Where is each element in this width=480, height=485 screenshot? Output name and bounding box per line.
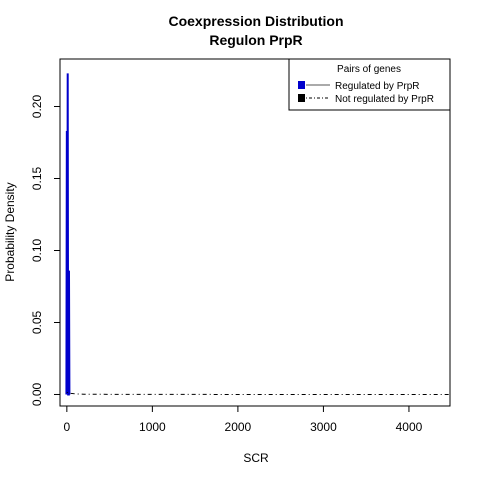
y-tick-label: 0.15 xyxy=(30,167,44,191)
legend-entry-label: Regulated by PrpR xyxy=(335,81,420,92)
y-tick-label: 0.20 xyxy=(30,95,44,119)
legend-swatch xyxy=(298,94,305,102)
x-tick-label: 3000 xyxy=(310,420,337,434)
x-axis: 0 1000 2000 3000 4000 xyxy=(63,406,423,434)
x-axis-label: SCR xyxy=(243,451,269,465)
chart-title: Coexpression Distribution xyxy=(168,13,343,29)
y-tick-label: 0.05 xyxy=(30,310,44,334)
x-tick-label: 2000 xyxy=(225,420,252,434)
legend-title: Pairs of genes xyxy=(337,64,401,75)
plot-frame xyxy=(59,58,451,407)
x-tick-label: 0 xyxy=(63,420,70,434)
chart-subtitle: Regulon PrpR xyxy=(209,32,302,48)
y-axis-label: Probability Density xyxy=(3,182,17,281)
x-tick-label: 4000 xyxy=(396,420,423,434)
series-layer xyxy=(65,73,450,396)
legend: Pairs of genes Regulated by PrpR Not regul… xyxy=(288,58,451,111)
series-not-regulated-line xyxy=(66,391,450,395)
legend-swatch xyxy=(298,81,305,89)
legend-entry-label: Not regulated by PrpR xyxy=(335,94,434,105)
series-regulated-line xyxy=(65,73,71,396)
y-tick-label: 0.10 xyxy=(30,238,44,262)
y-tick-label: 0.00 xyxy=(30,382,44,406)
x-tick-label: 1000 xyxy=(139,420,166,434)
y-axis: 0.00 0.05 0.10 0.15 0.20 xyxy=(30,95,60,406)
plot-area xyxy=(59,58,451,407)
